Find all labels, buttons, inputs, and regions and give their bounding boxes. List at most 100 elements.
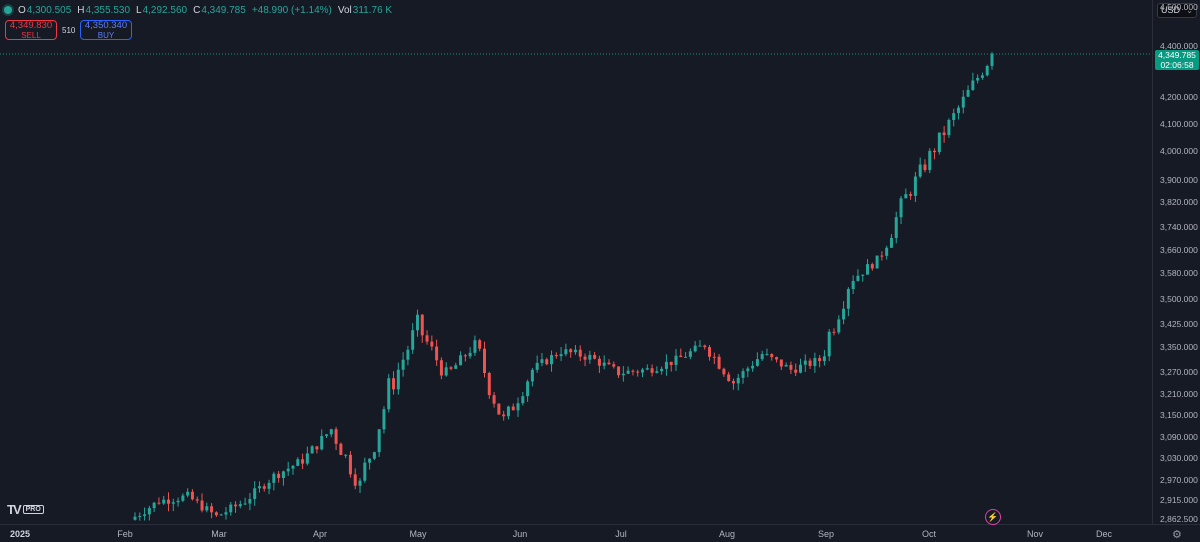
candle-body[interactable]	[928, 150, 932, 171]
time-axis[interactable]	[0, 524, 1200, 542]
candle-body[interactable]	[708, 347, 712, 357]
candle-body[interactable]	[923, 164, 927, 171]
sell-button[interactable]: 4,349.830 SELL	[5, 20, 57, 40]
candle-body[interactable]	[152, 502, 156, 509]
candle-body[interactable]	[559, 354, 563, 357]
candle-body[interactable]	[296, 459, 300, 466]
candle-body[interactable]	[147, 508, 151, 515]
candle-body[interactable]	[597, 358, 601, 366]
candle-body[interactable]	[325, 434, 329, 436]
candle-body[interactable]	[985, 65, 989, 76]
candle-body[interactable]	[842, 308, 846, 320]
gear-icon[interactable]: ⚙	[1172, 529, 1182, 541]
candle-body[interactable]	[645, 368, 649, 370]
candle-body[interactable]	[257, 486, 261, 489]
candle-body[interactable]	[535, 362, 539, 370]
candle-body[interactable]	[526, 381, 530, 397]
candle-body[interactable]	[186, 491, 190, 496]
candle-body[interactable]	[243, 503, 247, 505]
candle-body[interactable]	[171, 502, 175, 504]
buy-button[interactable]: 4,350.340 BUY	[80, 20, 132, 40]
candle-body[interactable]	[612, 364, 616, 367]
candle-body[interactable]	[387, 378, 391, 410]
candle-body[interactable]	[684, 356, 688, 358]
candle-body[interactable]	[238, 504, 242, 507]
candle-body[interactable]	[162, 499, 166, 504]
candle-body[interactable]	[334, 429, 338, 444]
candle-body[interactable]	[789, 364, 793, 370]
candle-body[interactable]	[803, 360, 807, 365]
candle-body[interactable]	[301, 459, 305, 464]
candle-body[interactable]	[913, 176, 917, 196]
candle-body[interactable]	[813, 358, 817, 366]
candle-body[interactable]	[167, 499, 171, 504]
candle-body[interactable]	[210, 506, 214, 513]
candle-body[interactable]	[435, 346, 439, 361]
candle-body[interactable]	[976, 77, 980, 81]
candle-body[interactable]	[411, 330, 415, 350]
candle-body[interactable]	[822, 356, 826, 362]
candle-body[interactable]	[947, 119, 951, 136]
candle-body[interactable]	[564, 349, 568, 355]
candle-body[interactable]	[229, 504, 233, 513]
candle-body[interactable]	[578, 349, 582, 357]
candle-body[interactable]	[669, 361, 673, 366]
candle-body[interactable]	[267, 482, 271, 489]
candle-body[interactable]	[492, 395, 496, 404]
candle-body[interactable]	[573, 349, 577, 353]
candle-body[interactable]	[521, 396, 525, 404]
candle-body[interactable]	[310, 446, 314, 454]
candle-body[interactable]	[463, 355, 467, 357]
candle-body[interactable]	[396, 369, 400, 390]
tradingview-logo[interactable]: TV PRO	[7, 502, 44, 517]
candle-body[interactable]	[851, 280, 855, 290]
candle-body[interactable]	[344, 454, 348, 456]
candle-body[interactable]	[617, 366, 621, 376]
candle-body[interactable]	[784, 364, 788, 367]
candle-body[interactable]	[918, 164, 922, 177]
candle-body[interactable]	[511, 406, 515, 411]
candle-body[interactable]	[794, 369, 798, 373]
candle-body[interactable]	[866, 264, 870, 275]
candle-body[interactable]	[277, 473, 281, 479]
candle-body[interactable]	[846, 289, 850, 309]
candle-body[interactable]	[765, 354, 769, 356]
candle-body[interactable]	[205, 506, 209, 511]
candle-body[interactable]	[248, 499, 252, 504]
candle-body[interactable]	[143, 514, 147, 516]
candle-body[interactable]	[483, 348, 487, 374]
candle-body[interactable]	[138, 515, 142, 517]
candle-body[interactable]	[253, 488, 257, 500]
candle-body[interactable]	[971, 80, 975, 90]
candle-body[interactable]	[956, 107, 960, 114]
candle-body[interactable]	[286, 468, 290, 472]
candle-body[interactable]	[339, 443, 343, 456]
candle-body[interactable]	[712, 356, 716, 358]
candle-body[interactable]	[741, 371, 745, 378]
price-chart[interactable]	[0, 0, 1152, 524]
candle-body[interactable]	[755, 359, 759, 366]
candle-body[interactable]	[181, 495, 185, 501]
candle-body[interactable]	[980, 75, 984, 78]
candle-body[interactable]	[588, 354, 592, 360]
candle-body[interactable]	[746, 368, 750, 372]
candle-body[interactable]	[899, 198, 903, 218]
candle-body[interactable]	[798, 364, 802, 373]
candle-body[interactable]	[368, 458, 372, 463]
candle-body[interactable]	[554, 355, 558, 357]
candle-body[interactable]	[516, 403, 520, 411]
candle-body[interactable]	[224, 512, 228, 515]
candle-body[interactable]	[827, 331, 831, 357]
candle-body[interactable]	[468, 352, 472, 357]
candle-body[interactable]	[195, 499, 199, 501]
candle-body[interactable]	[545, 359, 549, 365]
candle-body[interactable]	[593, 354, 597, 359]
candle-body[interactable]	[808, 360, 812, 366]
candle-body[interactable]	[640, 369, 644, 373]
candle-body[interactable]	[722, 368, 726, 375]
candle-body[interactable]	[506, 406, 510, 417]
candle-body[interactable]	[660, 368, 664, 372]
candle-body[interactable]	[353, 474, 357, 486]
candle-body[interactable]	[674, 355, 678, 366]
candle-body[interactable]	[880, 255, 884, 257]
